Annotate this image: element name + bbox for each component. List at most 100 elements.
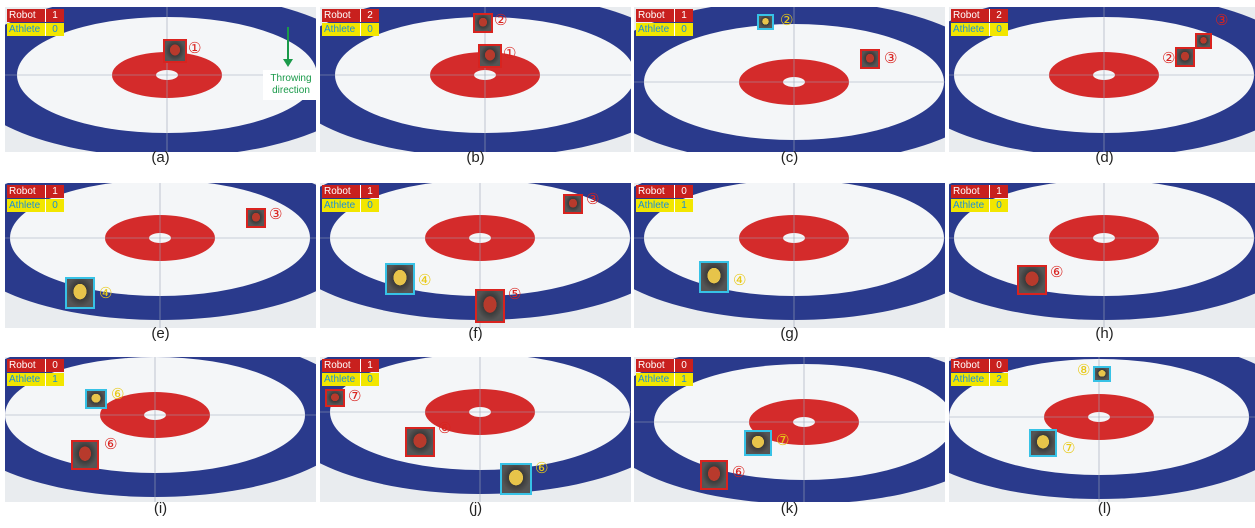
robot-score: 2 (989, 9, 1008, 22)
panel-caption: (f) (468, 325, 483, 342)
athlete-label: Athlete (322, 373, 360, 386)
robot-stone-box (163, 39, 187, 63)
robot-stone-box (71, 440, 99, 470)
athlete-score: 1 (674, 199, 693, 212)
robot-label: Robot (636, 359, 674, 372)
scoreboard: Robot 1 Athlete 0 (951, 185, 1008, 213)
robot-stone-box (1175, 47, 1195, 67)
stone-number-label: ① (503, 44, 517, 62)
robot-label: Robot (322, 185, 360, 198)
throwing-direction-label: Throwing direction (270, 73, 312, 96)
athlete-label: Athlete (951, 373, 989, 386)
stone-number-label: ⑥ (535, 459, 549, 477)
robot-score: 0 (674, 359, 693, 372)
athlete-label: Athlete (7, 199, 45, 212)
robot-label: Robot (322, 359, 360, 372)
panel-caption: (i) (153, 500, 168, 517)
robot-score-row: Robot 0 (7, 359, 64, 372)
robot-score: 2 (360, 9, 379, 22)
athlete-score-row: Athlete 1 (636, 373, 693, 386)
athlete-label: Athlete (322, 199, 360, 212)
athlete-label: Athlete (7, 23, 45, 36)
stone-number-label: ⑤ (508, 285, 522, 303)
athlete-score-row: Athlete 0 (322, 199, 379, 212)
athlete-stone-box (1029, 429, 1057, 457)
athlete-score: 0 (45, 23, 64, 36)
stone-number-label: ② (780, 11, 794, 29)
curling-panel-i: Robot 0 Athlete 1 ⑥ ⑥ (5, 357, 316, 502)
robot-label: Robot (951, 185, 989, 198)
athlete-score: 1 (674, 373, 693, 386)
robot-label: Robot (636, 9, 674, 22)
robot-label: Robot (7, 185, 45, 198)
robot-label: Robot (951, 359, 989, 372)
athlete-score-row: Athlete 1 (7, 373, 64, 386)
panel-caption: (a) (151, 149, 170, 166)
stone-number-label: ④ (733, 271, 747, 289)
curling-house-image (5, 7, 316, 152)
robot-stone-box (1195, 33, 1212, 49)
athlete-score-row: Athlete 0 (951, 23, 1008, 36)
scoreboard: Robot 2 Athlete 0 (322, 9, 379, 37)
curling-panel-l: Robot 0 Athlete 2 ⑧ ⑦ (949, 357, 1255, 502)
athlete-score: 0 (360, 373, 379, 386)
athlete-label: Athlete (636, 199, 674, 212)
scoreboard: Robot 2 Athlete 0 (951, 9, 1008, 37)
robot-stone-box (325, 389, 345, 407)
athlete-score: 0 (989, 23, 1008, 36)
curling-panel-h: Robot 1 Athlete 0 ⑥ (949, 183, 1255, 328)
athlete-label: Athlete (951, 199, 989, 212)
stone-number-label: ③ (269, 205, 283, 223)
scoreboard: Robot 0 Athlete 1 (636, 359, 693, 387)
robot-label: Robot (7, 359, 45, 372)
robot-stone-box (1017, 265, 1047, 295)
athlete-stone-box (385, 263, 415, 295)
robot-score-row: Robot 1 (636, 9, 693, 22)
robot-score-row: Robot 1 (322, 185, 379, 198)
robot-label: Robot (951, 9, 989, 22)
panel-caption: (l) (1097, 500, 1112, 517)
curling-panel-d: Robot 2 Athlete 0 ③ ② (949, 7, 1255, 152)
stone-number-label: ② (494, 11, 508, 29)
athlete-score-row: Athlete 2 (951, 373, 1008, 386)
panel-caption: (j) (468, 500, 483, 517)
athlete-stone-box (757, 14, 774, 30)
athlete-stone-box (699, 261, 729, 293)
curling-panel-j: Robot 1 Athlete 0 ⑦ ⑥ ⑥ (320, 357, 631, 502)
scoreboard: Robot 1 Athlete 0 (636, 9, 693, 37)
stone-number-label: ⑦ (348, 387, 362, 405)
athlete-score-row: Athlete 0 (951, 199, 1008, 212)
curling-panel-e: Robot 1 Athlete 0 ③ ④ (5, 183, 316, 328)
robot-score: 1 (674, 9, 693, 22)
robot-score: 0 (989, 359, 1008, 372)
curling-panel-f: Robot 1 Athlete 0 ③ ④ ⑤ (320, 183, 631, 328)
robot-score: 0 (674, 185, 693, 198)
stone-number-label: ① (188, 39, 202, 57)
panel-caption: (b) (466, 149, 485, 166)
curling-panel-g: Robot 0 Athlete 1 ④ (634, 183, 945, 328)
robot-score-row: Robot 1 (322, 359, 379, 372)
robot-stone-box (475, 289, 505, 323)
scoreboard: Robot 0 Athlete 1 (636, 185, 693, 213)
robot-score-row: Robot 0 (636, 185, 693, 198)
scoreboard: Robot 1 Athlete 0 (7, 9, 64, 37)
robot-score: 1 (360, 359, 379, 372)
athlete-score-row: Athlete 0 (322, 23, 379, 36)
robot-score-row: Robot 2 (951, 9, 1008, 22)
panel-caption: (h) (1095, 325, 1114, 342)
robot-stone-box (246, 208, 266, 228)
athlete-score-row: Athlete 0 (7, 199, 64, 212)
panel-caption: (e) (151, 325, 170, 342)
scoreboard: Robot 1 Athlete 0 (322, 359, 379, 387)
curling-panel-k: Robot 0 Athlete 1 ⑦ ⑥ (634, 357, 945, 502)
stone-number-label: ④ (99, 284, 113, 302)
stone-number-label: ④ (418, 271, 432, 289)
robot-stone-box (478, 44, 502, 68)
athlete-score-row: Athlete 0 (322, 373, 379, 386)
athlete-stone-box (85, 389, 107, 409)
athlete-stone-box (744, 430, 772, 456)
panel-caption: (k) (780, 500, 799, 517)
panel-caption: (g) (780, 325, 799, 342)
athlete-label: Athlete (322, 23, 360, 36)
stone-number-label: ⑥ (1050, 263, 1064, 281)
